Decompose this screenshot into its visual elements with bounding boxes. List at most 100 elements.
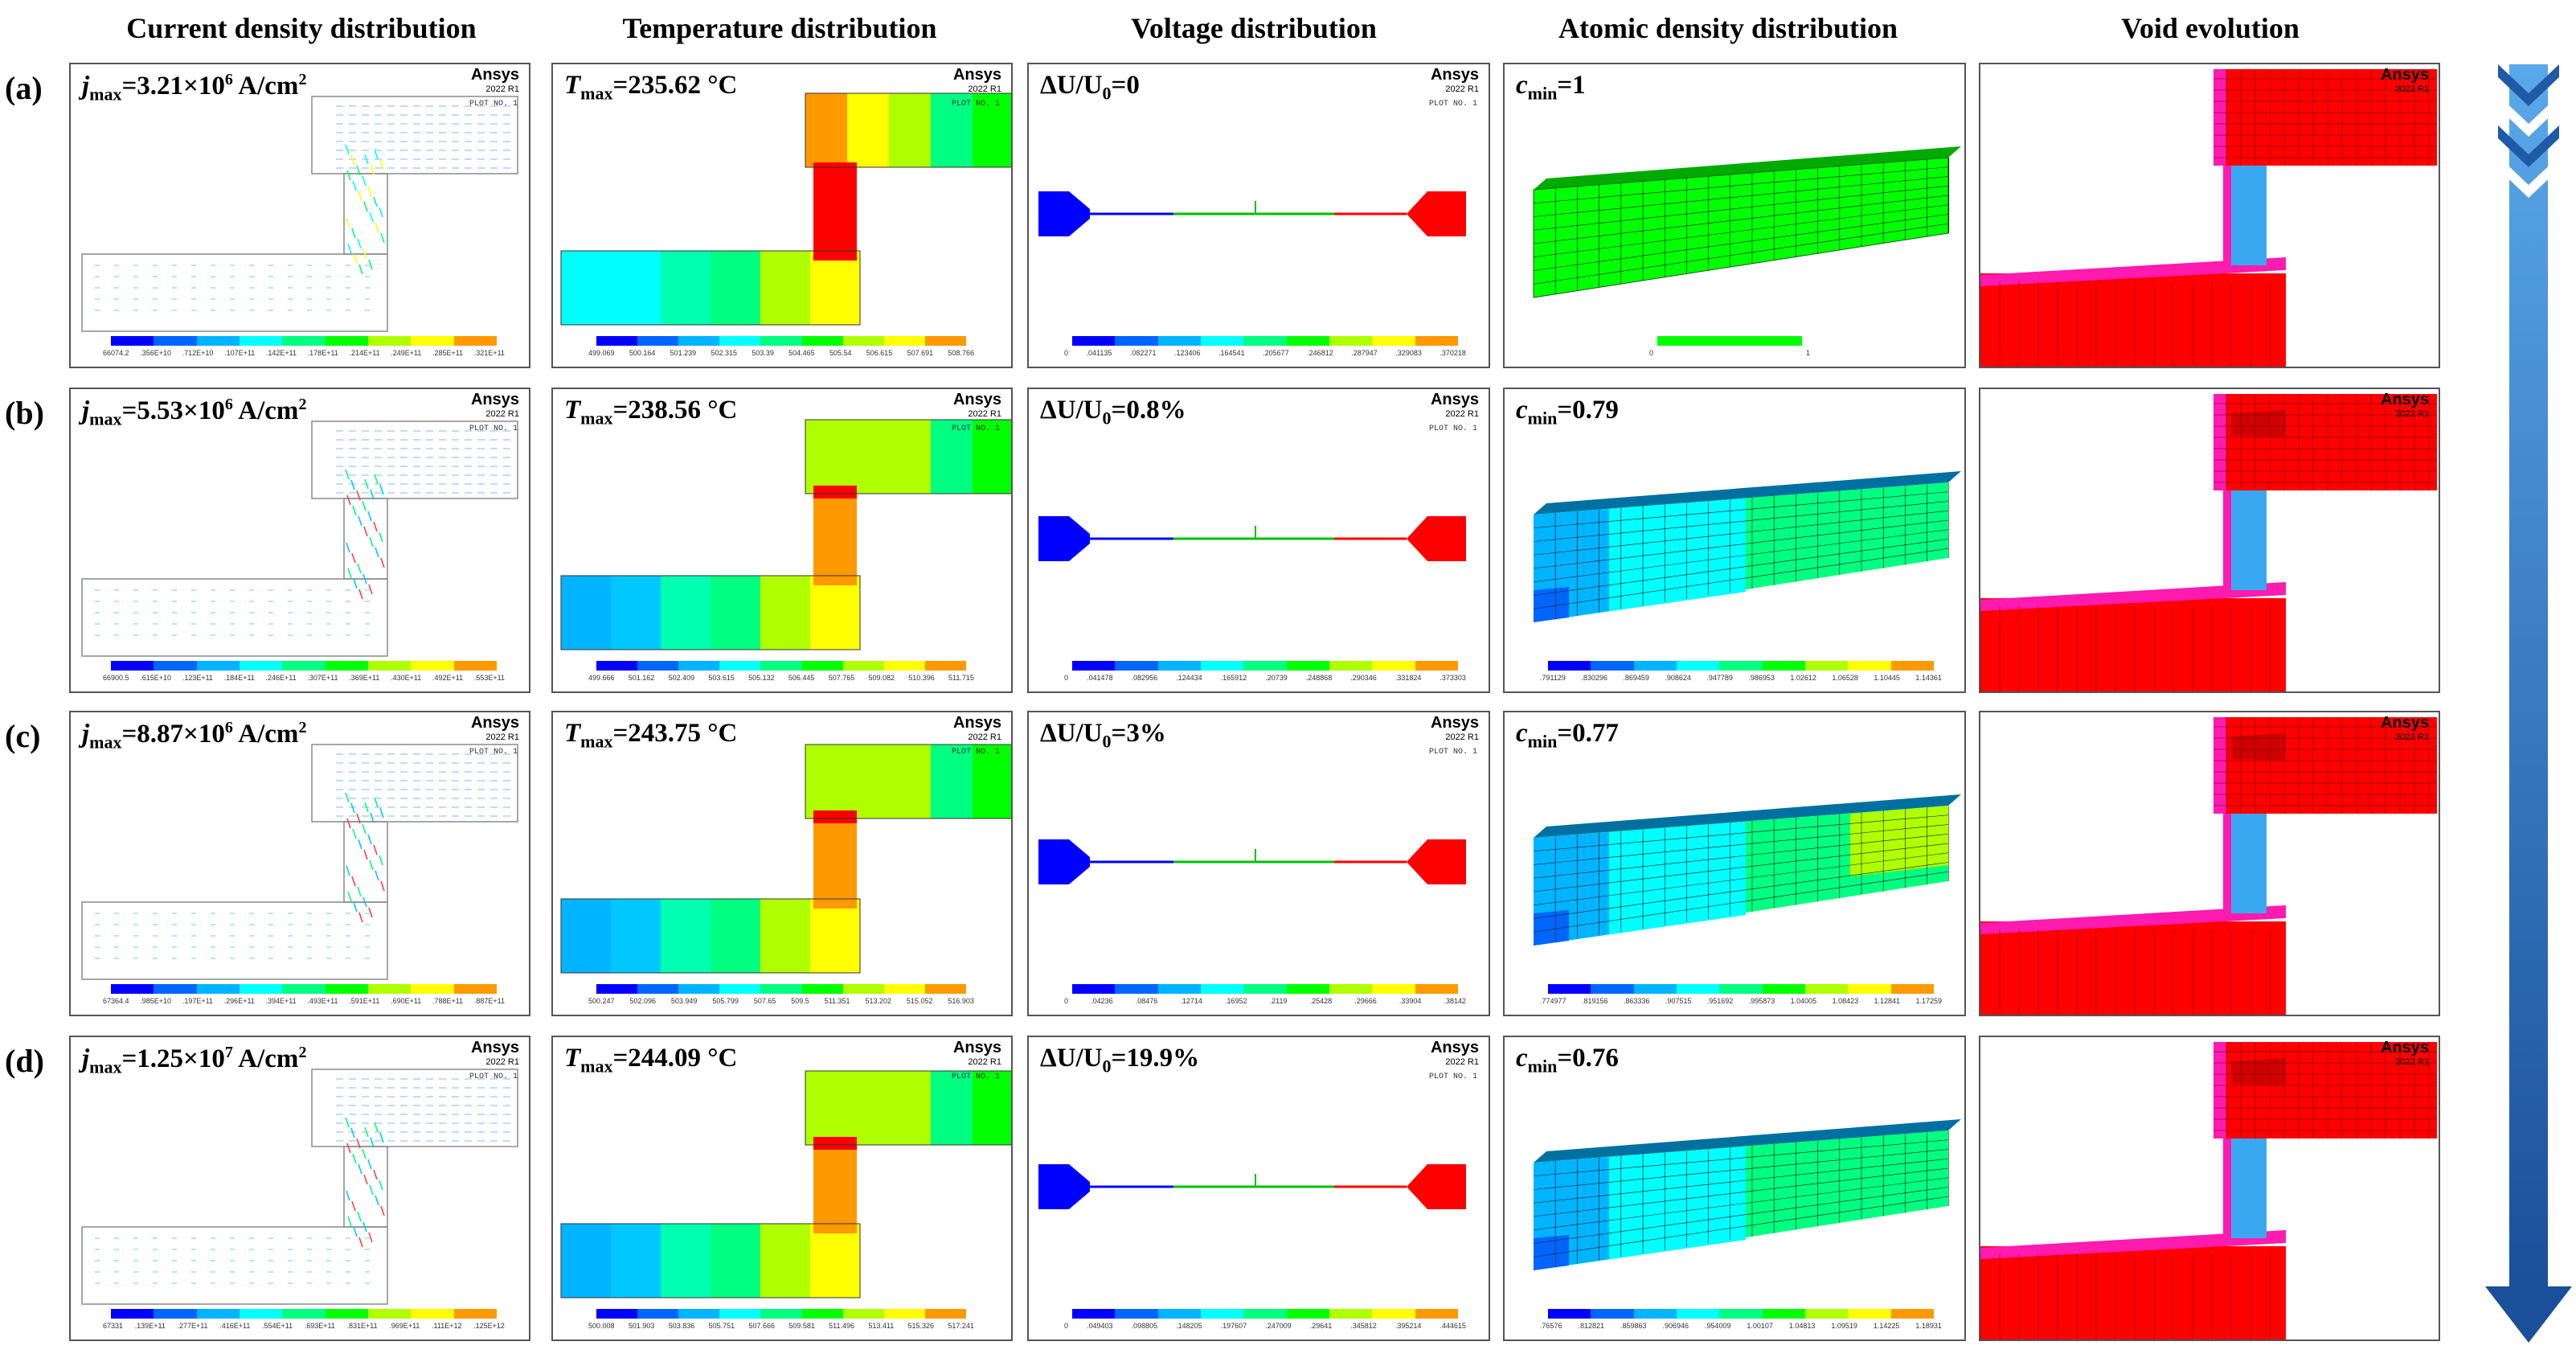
field-plot [1038, 839, 1466, 884]
lower-line-contour [810, 1224, 860, 1298]
annotation-symbol: j [82, 1044, 90, 1073]
legend-value: 502.096 [629, 997, 656, 1005]
current-vector [346, 217, 350, 228]
column-header: Temperature distribution [622, 12, 937, 44]
legend-values: 500.247 502.096 503.949 505.799 507.65 509.5 5… [588, 997, 974, 1005]
legend-value: .554E+11 [261, 1322, 293, 1330]
legend-swatch [1072, 984, 1116, 994]
legend-swatch [596, 984, 638, 994]
legend-value: .430E+11 [391, 674, 422, 682]
current-vector [369, 211, 374, 223]
ansys-logo: Ansys 2022 R1 [471, 715, 519, 745]
ansys-version: 2022 R1 [1445, 409, 1479, 419]
legend-swatch [1243, 336, 1287, 346]
legend-value: 503.615 [708, 674, 735, 682]
field-plot [1533, 146, 1961, 298]
voltage-annotation: ΔU/U0=3% [1040, 719, 1166, 753]
void-mesh [1980, 1042, 2437, 1339]
legend-swatch [1415, 661, 1458, 671]
legend-value: .041135 [1086, 349, 1112, 357]
upper-line-contour [973, 93, 1011, 167]
annotation-symbol: c [1516, 1044, 1528, 1073]
legend-value: .25428 [1309, 997, 1333, 1005]
legend-value: .164541 [1218, 349, 1245, 357]
mesh-line [1533, 1167, 1949, 1217]
legend-value: .819156 [1581, 997, 1608, 1005]
legend-value: .123E+11 [182, 674, 213, 682]
ansys-name: Ansys [1430, 714, 1479, 732]
current-vector [347, 568, 352, 579]
legend-value: 501.903 [628, 1322, 655, 1330]
legend-value: .214E+11 [349, 349, 380, 357]
legend-value: .197607 [1220, 1322, 1247, 1330]
legend-swatch [842, 661, 884, 671]
current-vector [350, 1127, 355, 1138]
void-mesh [1980, 394, 2437, 691]
lower-line-outline [81, 1226, 388, 1305]
legend-swatch [1072, 661, 1116, 671]
field-plot [1533, 471, 1961, 622]
legend-swatch [196, 336, 240, 346]
lower-line-outline [560, 1223, 861, 1298]
temperature-annotation: Tmax=244.09 °C [564, 1044, 737, 1077]
legend-value: 1.09519 [1831, 1322, 1857, 1330]
legend-swatch [760, 661, 802, 671]
legend-value: 507.666 [748, 1322, 775, 1330]
annotation-subscript: min [1527, 83, 1558, 104]
legend-value: .887E+11 [473, 997, 505, 1005]
lower-line [1980, 598, 2286, 691]
voltage-annotation: ΔU/U0=19.9% [1040, 1044, 1199, 1077]
current-vector [370, 812, 375, 823]
legend-value: 505.751 [708, 1322, 735, 1330]
void-region [2231, 733, 2286, 761]
legend-value: .290346 [1350, 674, 1377, 682]
ansys-logo: Ansys 2022 R1 [471, 392, 519, 421]
mesh-line [1533, 166, 1949, 204]
current-vector [345, 1117, 350, 1128]
field-plot [1533, 794, 1961, 946]
legend-value: 507.765 [828, 674, 855, 682]
legend-swatch [111, 1309, 154, 1319]
legend-value: 503.39 [752, 349, 774, 357]
upper-line-contour [889, 1071, 931, 1145]
ansys-name: Ansys [2380, 391, 2429, 408]
legend-value: .859863 [1620, 1322, 1647, 1330]
current-vector [370, 1137, 375, 1148]
legend-value: .373303 [1440, 674, 1466, 682]
legend-values: 0 .049403 .098805 .148205 .197607 .247009 .296… [1064, 1322, 1466, 1330]
lower-line-outline [81, 578, 388, 657]
via-edge [2223, 1134, 2231, 1238]
legend-value: .615E+10 [140, 674, 172, 682]
legend-values: 0 .041135 .082271 .123406 .164541 .205677 .246… [1064, 349, 1466, 357]
legend-swatch [282, 1309, 326, 1319]
legend-swatch [760, 336, 802, 346]
legend-swatch [1591, 661, 1634, 671]
ansys-logo: Ansys 2022 R1 [1431, 1040, 1479, 1069]
current-vector [346, 865, 350, 876]
right-pad [1407, 839, 1466, 884]
legend-values: .774977 .819156 .863336 .907515 .951692 .9958… [1540, 997, 1942, 1005]
annotation-unit: A/cm [232, 720, 299, 749]
bar-top-face [1534, 471, 1961, 515]
voltage-annotation: ΔU/U0=0.8% [1040, 396, 1186, 429]
void-mesh [1980, 69, 2437, 367]
plot-number: PLOT NO. 1 [1428, 425, 1477, 433]
via-contour [813, 1140, 857, 1233]
legend-value: 501.239 [670, 349, 697, 357]
legend-value: 503.949 [670, 997, 698, 1005]
annotation-unit: A/cm [232, 1044, 299, 1073]
legend-swatch [1372, 1309, 1415, 1319]
upper-line-contour [889, 745, 931, 818]
legend-value: .08476 [1135, 997, 1158, 1005]
legend-swatch [1115, 661, 1158, 671]
legend-values: 499.069 500.164 501.239 502.315 503.39 504.46… [588, 349, 974, 357]
current-vector [379, 807, 384, 818]
legend-swatch [154, 1309, 197, 1319]
legend-swatch [1243, 1309, 1287, 1319]
ansys-version: 2022 R1 [968, 84, 1001, 94]
legend-value: 499.666 [588, 674, 615, 682]
legend-swatch [111, 984, 154, 994]
legend-value: 499.069 [588, 349, 615, 357]
current-vector [379, 1179, 383, 1191]
legend-value: .954009 [1704, 1322, 1731, 1330]
